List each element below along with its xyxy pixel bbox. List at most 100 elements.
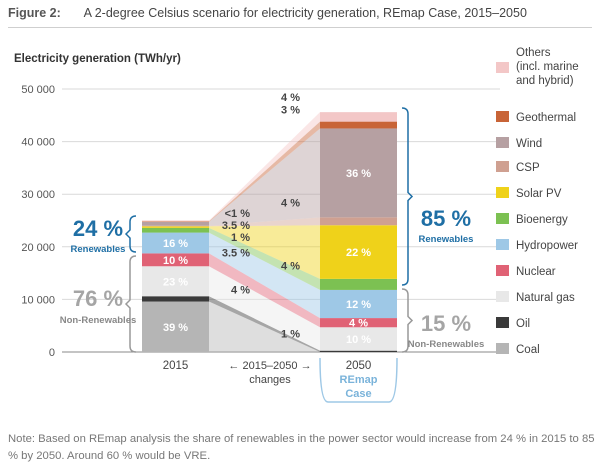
share-caption: Renewables (419, 234, 474, 245)
flow-csp (209, 217, 320, 227)
bar-2015-nuclear (142, 253, 209, 267)
bar-2015-natural-gas (142, 266, 209, 297)
legend-swatch-solar-pv (496, 187, 509, 198)
bars (142, 112, 397, 352)
bar-2015-coal (142, 301, 209, 352)
legend-label: Natural gas (516, 292, 575, 304)
data-label: 12 % (346, 299, 371, 311)
legend-label: Oil (516, 318, 530, 330)
legend-swatch-hydropower (496, 239, 509, 250)
figure-label: Figure 2: (8, 6, 61, 20)
flow-others (209, 112, 320, 222)
x-label-2015: 2015 (163, 360, 189, 372)
flow-wind (209, 128, 320, 226)
figure-header: Figure 2: A 2-degree Celsius scenario fo… (8, 6, 527, 20)
share-value: 15 % (421, 311, 471, 336)
legend-label: CSP (516, 162, 540, 174)
flow-bioenergy (209, 227, 320, 290)
data-label: 4 % (349, 318, 368, 330)
bar-2015-wind (142, 221, 209, 226)
bracket-nonrenewables-2015 (124, 255, 137, 353)
data-label: 23 % (163, 276, 188, 288)
legend-label: and hybrid) (516, 75, 574, 87)
bar-2015-oil (142, 296, 209, 302)
legend-swatch-nuclear (496, 265, 509, 276)
bar-2050-nuclear (320, 318, 397, 328)
bracket-nonrenewables-2050 (401, 288, 414, 353)
bar-2050-oil (320, 350, 397, 352)
flow-geothermal (209, 121, 320, 222)
legend-swatch-wind (496, 137, 509, 148)
data-label: 39 % (163, 322, 188, 334)
share-caption: Non-Renewables (408, 339, 485, 350)
bar-2015-csp (142, 225, 209, 227)
bar-2050-natural-gas (320, 327, 397, 351)
change-label: 1 % (231, 232, 250, 244)
legend-label: Geothermal (516, 112, 576, 124)
bar-2015-hydropower (142, 232, 209, 254)
flow-hydropower (209, 232, 320, 319)
flow-oil (209, 296, 320, 352)
flow-natural-gas (209, 266, 320, 351)
share-caption: Renewables (71, 244, 126, 255)
y-tick-label: 0 (49, 347, 55, 359)
data-label: 10 % (163, 255, 188, 267)
change-flows (209, 112, 320, 352)
y-axis-label: Electricity generation (TWh/yr) (14, 53, 181, 65)
legend-swatch-geothermal (496, 111, 509, 122)
legend-label: Coal (516, 344, 540, 356)
bar-2050-csp (320, 217, 397, 226)
legend-swatch-coal (496, 343, 509, 354)
remap-highlight (319, 357, 398, 403)
bar-2015-geothermal (142, 221, 209, 222)
bracket-renewables-2015 (124, 215, 137, 253)
bar-2050-wind (320, 128, 397, 218)
y-tick-label: 20 000 (21, 242, 55, 254)
share-caption: Non-Renewables (60, 315, 137, 326)
legend-label: Nuclear (516, 266, 556, 278)
bar-2050-hydropower (320, 289, 397, 319)
x-label-2050: 2050 (346, 360, 372, 372)
change-label: 4 % (281, 92, 300, 104)
data-label: 36 % (346, 168, 371, 180)
legend: Others (incl. marine and hybrid) Geothermal… (496, 47, 579, 356)
change-label: 3.5 % (222, 248, 250, 260)
figure-title: A 2-degree Celsius scenario for electric… (83, 6, 527, 20)
bar-2015-others (142, 220, 209, 222)
change-label: <1 % (225, 208, 251, 220)
share-value: 76 % (73, 286, 123, 311)
bar-2050-bioenergy (320, 278, 397, 290)
data-label: 10 % (346, 334, 371, 346)
bar-2050-geothermal (320, 121, 397, 129)
legend-swatch-others (496, 62, 509, 73)
legend-label: Solar PV (516, 188, 562, 200)
y-tick-label: 10 000 (21, 294, 55, 306)
bar-2050-solar-pv (320, 225, 397, 279)
bar-2015-solar-pv (142, 226, 209, 228)
change-label: 1 % (281, 329, 300, 341)
data-labels: 39 %23 %10 %10 %4 %16 %12 %22 %36 %<1 %3… (163, 92, 371, 346)
change-label: 3.5 % (222, 220, 250, 232)
x-label-changes: ← 2015–2050 → (228, 360, 311, 372)
bar-2015-bioenergy (142, 227, 209, 233)
share-brackets: 24 % Renewables 76 % Non-Renewables 85 % Rene… (60, 107, 485, 353)
bracket-renewables-2050 (401, 107, 414, 286)
figure-note: Note: Based on REmap analysis the share … (8, 433, 595, 462)
x-label-remap: REmap (340, 374, 378, 386)
change-label: 4 % (281, 198, 300, 210)
flow-coal (209, 301, 320, 352)
legend-label: Wind (516, 138, 542, 150)
change-label: 4 % (231, 284, 250, 296)
legend-swatch-oil (496, 317, 509, 328)
change-label: 4 % (281, 261, 300, 273)
legend-swatch-natural-gas (496, 291, 509, 302)
bar-2050-others (320, 112, 397, 122)
share-value: 24 % (73, 216, 123, 241)
legend-swatch-bioenergy (496, 213, 509, 224)
share-value: 85 % (421, 206, 471, 231)
legend-swatch-csp (496, 161, 509, 172)
y-tick-label: 30 000 (21, 189, 55, 201)
data-label: 22 % (346, 247, 371, 259)
header-divider (8, 27, 592, 28)
data-label: 16 % (163, 238, 188, 250)
